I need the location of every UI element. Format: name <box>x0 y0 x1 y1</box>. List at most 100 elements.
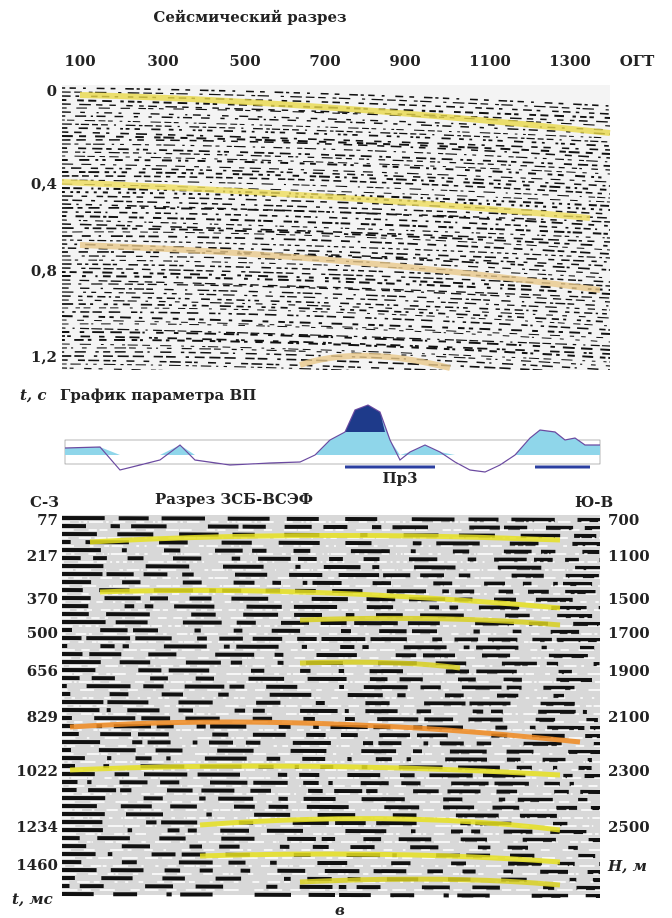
section-trace <box>61 892 601 898</box>
section-trace <box>61 612 601 618</box>
section-trace <box>61 668 601 674</box>
caption: в <box>335 901 345 918</box>
seismic-trace <box>62 283 610 303</box>
section-trace <box>61 700 601 706</box>
section-trace <box>61 652 601 658</box>
section-trace <box>61 860 601 866</box>
section-trace <box>61 716 601 722</box>
seismic-trace <box>62 215 610 235</box>
right-tick-label: 700 <box>608 511 639 529</box>
seismic-trace <box>62 343 610 363</box>
horizon <box>299 352 451 371</box>
horizon <box>99 587 561 611</box>
seismic-trace <box>62 271 610 291</box>
section-trace <box>61 772 601 778</box>
horizon <box>299 876 561 888</box>
x-tick-label: 700 <box>309 52 340 70</box>
x-tick-label: 1300 <box>549 52 591 70</box>
section-trace <box>61 812 601 818</box>
graph-title: График параметра ВП <box>60 386 256 404</box>
section-trace <box>61 796 601 802</box>
section-trace <box>61 532 601 538</box>
right-tick-label: 2300 <box>608 762 650 780</box>
seismic-trace <box>62 239 610 259</box>
horizon <box>79 242 601 293</box>
seismic-trace <box>62 143 610 163</box>
section-trace <box>61 604 601 610</box>
y-tick-label: 1,2 <box>31 348 57 366</box>
horizon <box>61 179 591 221</box>
seismic-trace <box>62 155 610 175</box>
seismic-trace <box>62 287 610 307</box>
horizon <box>199 816 561 833</box>
seismic-trace <box>62 219 610 239</box>
y-tick-label: 0,4 <box>31 175 57 193</box>
seismic-trace <box>62 311 610 331</box>
seismic-trace <box>62 259 610 279</box>
right-tick-label: 2500 <box>608 818 650 836</box>
section-trace <box>61 836 601 842</box>
seismic-trace <box>62 167 610 187</box>
seismic-trace <box>62 235 610 255</box>
right-tick-label: 2100 <box>608 708 650 726</box>
seismic-trace <box>62 183 610 203</box>
left-tick-label: 1022 <box>16 762 58 780</box>
right-tick-label: 1900 <box>608 662 650 680</box>
seismic-trace <box>62 179 610 199</box>
seismic-trace <box>62 359 450 370</box>
left-tick-label: 656 <box>27 662 58 680</box>
seismic-trace <box>62 171 610 191</box>
seismic-trace <box>62 338 610 359</box>
section-trace <box>61 740 601 746</box>
horizon <box>69 719 581 745</box>
seismic-trace <box>62 107 610 127</box>
right-label: Ю-В <box>575 493 613 511</box>
section-trace <box>61 780 601 786</box>
section-trace <box>61 564 601 570</box>
x-axis-unit: ОГТ <box>620 52 655 70</box>
section-trace <box>61 748 601 754</box>
seismic-trace <box>62 299 610 319</box>
seismic-trace <box>62 103 610 123</box>
left-tick-label: 370 <box>27 590 58 608</box>
vp-peak <box>345 405 385 432</box>
right-axis-label: H, м <box>607 857 647 875</box>
seismic-trace <box>62 295 610 315</box>
section-trace <box>61 788 601 794</box>
seismic-trace <box>62 139 610 159</box>
vp-area <box>65 405 600 455</box>
seismic-trace <box>62 315 610 335</box>
x-tick-label: 300 <box>147 52 178 70</box>
right-tick-label: 1100 <box>608 547 650 565</box>
seismic-trace <box>62 347 610 367</box>
seismic-trace <box>62 231 610 251</box>
seismic-trace <box>62 267 610 287</box>
seismic-trace <box>62 127 610 147</box>
figure-title: Сейсмический разрез <box>153 8 346 26</box>
x-tick-label: 900 <box>389 52 420 70</box>
seismic-panel <box>62 85 610 370</box>
section-trace <box>61 684 601 690</box>
section-trace <box>61 804 601 810</box>
x-tick-label: 500 <box>229 52 260 70</box>
section-trace <box>61 572 601 578</box>
seismic-trace <box>62 251 610 271</box>
horizon <box>199 851 561 865</box>
seismic-trace <box>62 247 610 267</box>
left-axis-label: t, мс <box>12 890 53 908</box>
seismic-trace <box>62 279 610 299</box>
section-trace <box>61 844 601 850</box>
section-trace <box>61 732 601 738</box>
y-tick-label: 0 <box>47 82 57 100</box>
seismic-trace <box>62 151 610 171</box>
seismic-trace <box>62 303 610 323</box>
section-trace <box>61 524 601 530</box>
left-tick-label: 217 <box>27 547 58 565</box>
seismic-trace <box>62 263 610 283</box>
left-tick-label: 77 <box>37 511 58 529</box>
section-trace <box>61 724 601 730</box>
zone-label: Пр3 <box>382 469 417 487</box>
section-title: Разрез ЗСБ-ВСЭФ <box>155 490 313 508</box>
seismic-trace <box>62 335 610 355</box>
